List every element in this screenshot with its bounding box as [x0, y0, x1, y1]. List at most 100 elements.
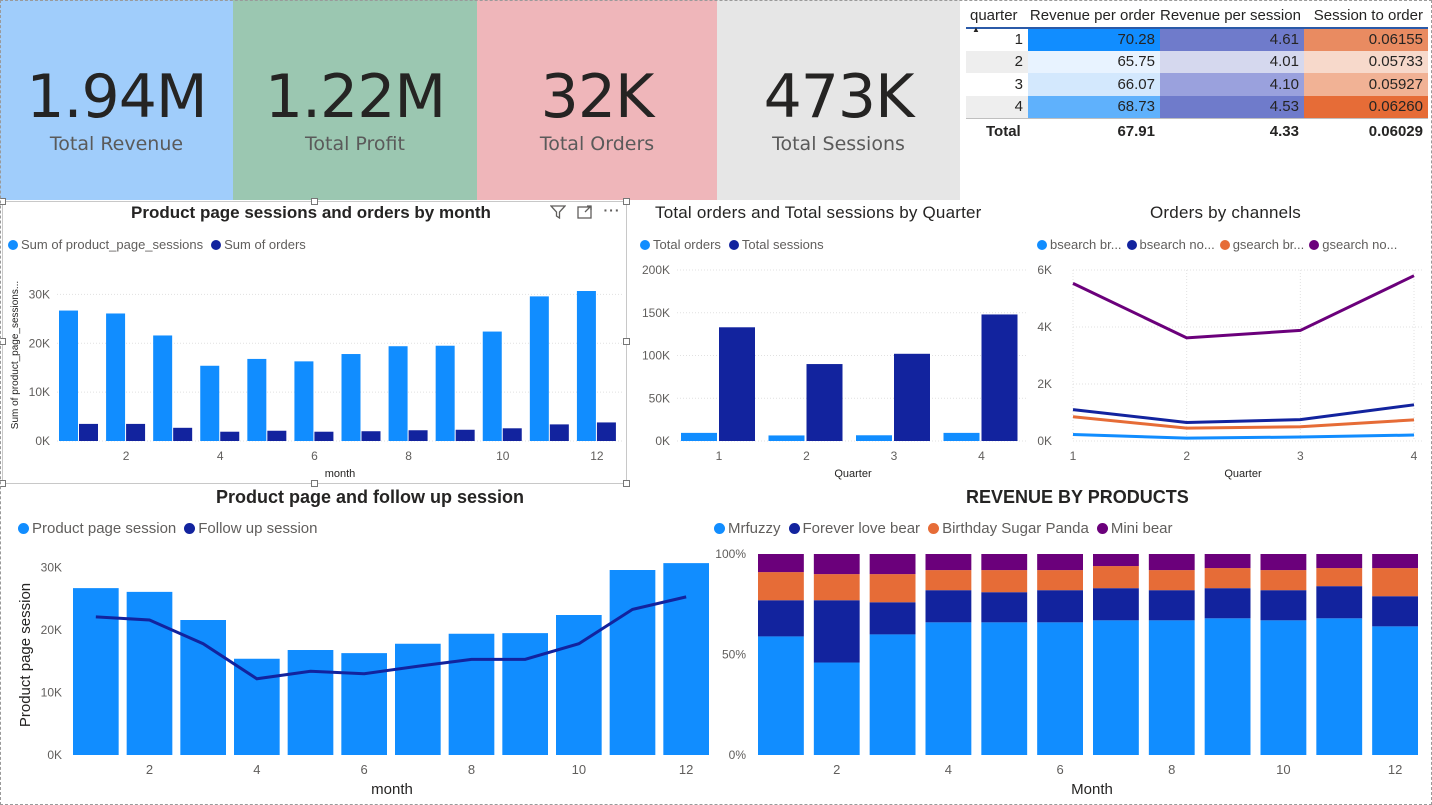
product-page-follow-up-chart[interactable]: 0K 10K 20K 30K 2 4 6 8 10 12 month Product page ses…	[0, 545, 720, 801]
legend-label: bsearch br...	[1050, 237, 1122, 252]
stacked-segment-0	[925, 622, 972, 755]
resize-handle[interactable]	[0, 480, 6, 487]
orders-by-channels-chart[interactable]: 0K 2K 4K 6K 1 2 3 4 Quarter	[1030, 260, 1430, 482]
x-tick-label: 2	[146, 762, 153, 777]
resize-handle[interactable]	[311, 480, 318, 487]
matrix-row[interactable]: 2 65.75 4.01 0.05733	[966, 50, 1428, 73]
legend-item[interactable]: Birthday Sugar Panda	[928, 520, 1089, 537]
legend-item[interactable]: Sum of product_page_sessions	[8, 237, 203, 252]
revenue-by-products-chart[interactable]: 0% 50% 100% 2 4 6 8 10 12 Month	[710, 545, 1430, 801]
x-axis-title: Quarter	[1224, 468, 1262, 480]
matrix-cell-revenue-per-order: 70.28	[1028, 28, 1160, 51]
stacked-segment-3	[1204, 554, 1251, 569]
resize-handle[interactable]	[0, 198, 6, 205]
legend-item[interactable]: Product page session	[18, 520, 176, 537]
kpi-card-total-profit[interactable]: 1.22M Total Profit	[233, 0, 477, 200]
resize-handle[interactable]	[311, 198, 318, 205]
matrix-row[interactable]: 4 68.73 4.53 0.06260	[966, 95, 1428, 118]
chart-legend: Sum of product_page_sessions Sum of orde…	[8, 237, 306, 252]
focus-mode-icon[interactable]	[576, 205, 594, 222]
x-tick-label: 12	[1388, 762, 1402, 777]
stacked-segment-3	[925, 554, 972, 571]
x-tick-label: 4	[253, 762, 260, 777]
legend-item[interactable]: gsearch no...	[1309, 237, 1397, 252]
x-tick-label: 12	[679, 762, 693, 777]
matrix-row[interactable]: 1 70.28 4.61 0.06155	[966, 28, 1428, 51]
stacked-segment-1	[1204, 588, 1251, 619]
matrix-header-quarter[interactable]: quarter ▲	[970, 7, 1018, 34]
matrix-total-label: Total	[966, 117, 1028, 141]
quarter-matrix[interactable]: quarter ▲ Revenue per order Revenue per s…	[966, 0, 1428, 141]
matrix-total-row[interactable]: Total 67.91 4.33 0.06029	[966, 117, 1428, 141]
resize-handle[interactable]	[623, 198, 630, 205]
filter-icon[interactable]	[549, 205, 567, 222]
kpi-value: 1.22M	[264, 62, 446, 132]
legend-item[interactable]: bsearch no...	[1126, 237, 1215, 252]
bar-orders	[549, 424, 569, 441]
stacked-segment-1	[925, 590, 972, 623]
matrix-cell-quarter: 3	[1014, 75, 1023, 93]
legend-label: Mrfuzzy	[728, 520, 781, 537]
matrix-header-revenue-per-session[interactable]: Revenue per session	[1160, 7, 1301, 24]
sort-ascending-icon: ▲	[972, 25, 980, 34]
bar-product-page-session	[395, 643, 441, 755]
x-axis-title: month	[371, 781, 413, 798]
matrix-cell-quarter: 4	[1014, 98, 1023, 115]
legend-item[interactable]: Total sessions	[728, 237, 824, 252]
chart-title: Total orders and Total sessions by Quart…	[655, 203, 982, 222]
legend-dot	[640, 239, 650, 250]
legend-dot	[788, 523, 800, 534]
legend-label: Total sessions	[741, 237, 824, 252]
y-tick-label: 200K	[642, 263, 670, 277]
kpi-value: 1.94M	[26, 62, 207, 132]
series-line-3	[1072, 274, 1415, 340]
x-tick-label: 10	[496, 449, 510, 463]
legend-item[interactable]: Sum of orders	[211, 237, 306, 252]
more-options-icon[interactable]: ···	[603, 202, 621, 218]
y-tick-label: 0K	[1037, 434, 1052, 448]
x-tick-label: 2	[123, 449, 130, 463]
stacked-segment-0	[1204, 618, 1251, 755]
legend-dot	[1126, 239, 1137, 250]
kpi-card-total-revenue[interactable]: 1.94M Total Revenue	[0, 0, 233, 200]
bar-product-page-session	[448, 633, 495, 755]
matrix-row[interactable]: 3 66.07 4.10 0.05927	[966, 73, 1428, 96]
orders-sessions-by-quarter-chart[interactable]: 0K 50K 100K 150K 200K 1 2 3 4 Quarter	[630, 260, 1030, 482]
bar-orders	[79, 423, 98, 441]
matrix-cell-session-to-order: 0.05733	[1304, 50, 1428, 73]
kpi-card-total-orders[interactable]: 32K Total Orders	[477, 0, 717, 200]
y-tick-label: 0K	[655, 434, 670, 448]
resize-handle[interactable]	[623, 338, 630, 345]
kpi-card-total-sessions[interactable]: 473K Total Sessions	[717, 0, 960, 200]
bar-product-page-session	[609, 570, 656, 755]
legend-item[interactable]: Forever love bear	[788, 520, 920, 537]
stacked-segment-1	[758, 600, 804, 637]
legend-item[interactable]: Follow up session	[184, 520, 318, 537]
legend-item[interactable]: Mrfuzzy	[714, 520, 781, 537]
stacked-segment-1	[869, 602, 916, 635]
x-tick-label: 10	[1276, 762, 1290, 777]
y-tick-label: 4K	[1037, 320, 1052, 334]
stacked-segment-3	[758, 554, 804, 573]
legend-dot	[1219, 239, 1230, 250]
product-page-sessions-orders-chart[interactable]: 0K 10K 20K 30K 2 4 6 8 10 12 month Sum of product_p…	[0, 260, 628, 482]
bar-orders	[267, 430, 287, 441]
chart-legend: Mrfuzzy Forever love bear Birthday Sugar…	[714, 520, 1173, 537]
legend-item[interactable]: Mini bear	[1096, 520, 1173, 537]
matrix-header-session-to-order[interactable]: Session to order	[1313, 7, 1423, 24]
bar-product-page-session	[180, 620, 226, 755]
resize-handle[interactable]	[623, 480, 630, 487]
stacked-segment-3	[1260, 554, 1307, 571]
legend-label: Product page session	[32, 520, 177, 537]
legend-dot	[211, 239, 222, 250]
resize-handle[interactable]	[0, 338, 6, 345]
x-tick-label: 10	[572, 762, 586, 777]
legend-item[interactable]: gsearch br...	[1219, 237, 1304, 252]
bar-orders	[596, 422, 616, 441]
legend-item[interactable]: bsearch br...	[1037, 237, 1122, 252]
stacked-segment-0	[758, 636, 804, 755]
legend-item[interactable]: Total orders	[640, 237, 721, 252]
bar-orders	[361, 431, 381, 441]
matrix-header-revenue-per-order[interactable]: Revenue per order	[1029, 7, 1155, 24]
bar-orders	[126, 423, 146, 441]
